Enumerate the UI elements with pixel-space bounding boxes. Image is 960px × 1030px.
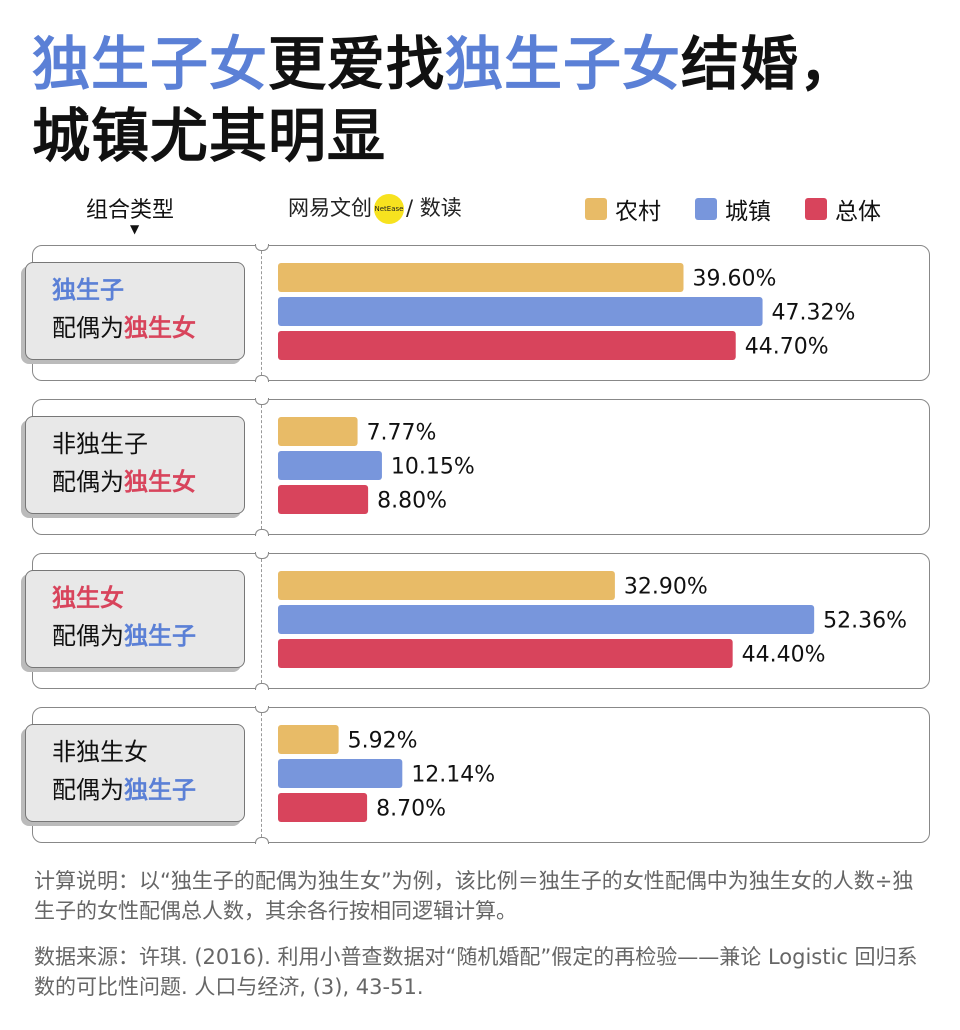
group-divider bbox=[261, 554, 262, 688]
legend-item-rural: 农村 bbox=[585, 192, 661, 226]
brand-name: 网易文创 bbox=[288, 196, 372, 220]
bar-total-1 bbox=[278, 331, 736, 360]
category-label-card: 非独生女 配偶为独生子 bbox=[25, 724, 245, 822]
category-highlight: 独生子 bbox=[124, 622, 196, 650]
bar-rural-4 bbox=[278, 725, 339, 754]
bar-total-2 bbox=[278, 485, 369, 514]
category-prefix: 配偶为 bbox=[52, 468, 124, 496]
category-highlight: 独生子 bbox=[124, 776, 196, 804]
bar-urban-2 bbox=[278, 451, 382, 480]
category-subject: 非独生女 bbox=[52, 738, 148, 766]
data-label-urban-3: 52.36% bbox=[823, 609, 907, 634]
group-panel-4: 非独生女 配偶为独生子 bbox=[25, 706, 930, 844]
data-label-rural-4: 5.92% bbox=[348, 729, 418, 754]
column-arrow-icon: ▼ bbox=[130, 222, 140, 236]
category-prefix: 配偶为 bbox=[52, 314, 124, 342]
brand-suffix: / 数读 bbox=[406, 196, 462, 220]
category-line-1: 非独生子 bbox=[52, 429, 148, 459]
data-label-urban-2: 10.15% bbox=[391, 455, 475, 480]
title-part-2: 更爱找 bbox=[268, 30, 446, 98]
bar-rural-1 bbox=[278, 263, 684, 292]
data-label-rural-2: 7.77% bbox=[367, 421, 437, 446]
bar-urban-1 bbox=[278, 297, 763, 326]
bar-urban-4 bbox=[278, 759, 403, 788]
group-divider bbox=[261, 708, 262, 842]
title-part-3: 独生子女 bbox=[445, 30, 682, 98]
legend-item-total: 总体 bbox=[805, 192, 881, 226]
bar-total-4 bbox=[278, 793, 368, 822]
data-label-urban-1: 47.32% bbox=[772, 301, 856, 326]
category-highlight: 独生女 bbox=[124, 468, 196, 496]
legend-label-total: 总体 bbox=[835, 199, 881, 225]
ticket-notch bbox=[255, 683, 269, 690]
source-note: 数据来源：许琪. (2016). 利用小普查数据对“随机婚配”假定的再检验——兼… bbox=[34, 945, 918, 999]
legend-swatch-rural bbox=[585, 198, 607, 220]
ticket-notch bbox=[255, 837, 269, 844]
bar-urban-3 bbox=[278, 605, 815, 634]
legend-label-urban: 城镇 bbox=[725, 199, 771, 225]
category-label-card: 非独生子 配偶为独生女 bbox=[25, 416, 245, 514]
data-label-total-1: 44.70% bbox=[745, 335, 829, 360]
category-subject: 独生子 bbox=[52, 276, 124, 304]
category-label-card: 独生女 配偶为独生子 bbox=[25, 570, 245, 668]
data-label-urban-4: 12.14% bbox=[411, 763, 495, 788]
ticket-notch bbox=[255, 529, 269, 536]
data-label-rural-3: 32.90% bbox=[624, 575, 708, 600]
column-header: 组合类型 bbox=[86, 198, 175, 223]
legend-swatch-total bbox=[805, 198, 827, 220]
bar-rural-3 bbox=[278, 571, 615, 600]
category-subject: 独生女 bbox=[52, 584, 124, 612]
category-line-2: 配偶为独生子 bbox=[52, 621, 196, 651]
title-part-1: 独生子女 bbox=[32, 30, 269, 98]
ticket-notch bbox=[255, 375, 269, 382]
bar-total-3 bbox=[278, 639, 733, 668]
legend-label-rural: 农村 bbox=[615, 199, 661, 225]
chart-title: 独生子女更爱找独生子女结婚， 城镇尤其明显 bbox=[32, 28, 932, 172]
category-prefix: 配偶为 bbox=[52, 776, 124, 804]
category-label-card: 独生子 配偶为独生女 bbox=[25, 262, 245, 360]
category-line-2: 配偶为独生女 bbox=[52, 313, 196, 343]
legend-item-urban: 城镇 bbox=[695, 192, 771, 226]
category-line-1: 非独生女 bbox=[52, 737, 148, 767]
group-divider bbox=[261, 246, 262, 380]
title-line-2: 城镇尤其明显 bbox=[32, 102, 387, 170]
calc-note: 计算说明：以“独生子的配偶为独生女”为例，该比例＝独生子的女性配偶中为独生女的人… bbox=[34, 869, 914, 923]
brand-badge: NetEase bbox=[374, 194, 404, 224]
data-label-total-4: 8.70% bbox=[376, 797, 446, 822]
group-divider bbox=[261, 400, 262, 534]
category-prefix: 配偶为 bbox=[52, 622, 124, 650]
group-panel-2: 非独生子 配偶为独生女 bbox=[25, 398, 930, 536]
legend: 农村 城镇 总体 bbox=[585, 192, 881, 226]
bar-rural-2 bbox=[278, 417, 358, 446]
brand-logo: 网易文创 NetEase / 数读 bbox=[288, 192, 462, 224]
data-label-total-3: 44.40% bbox=[742, 643, 826, 668]
category-line-2: 配偶为独生女 bbox=[52, 467, 196, 497]
category-subject: 非独生子 bbox=[52, 430, 148, 458]
category-line-1: 独生女 bbox=[52, 583, 124, 613]
data-label-total-2: 8.80% bbox=[377, 489, 447, 514]
category-line-1: 独生子 bbox=[52, 275, 124, 305]
title-part-4: 结婚， bbox=[681, 30, 859, 98]
data-label-rural-1: 39.60% bbox=[693, 267, 777, 292]
category-line-2: 配偶为独生子 bbox=[52, 775, 196, 805]
category-highlight: 独生女 bbox=[124, 314, 196, 342]
legend-swatch-urban bbox=[695, 198, 717, 220]
